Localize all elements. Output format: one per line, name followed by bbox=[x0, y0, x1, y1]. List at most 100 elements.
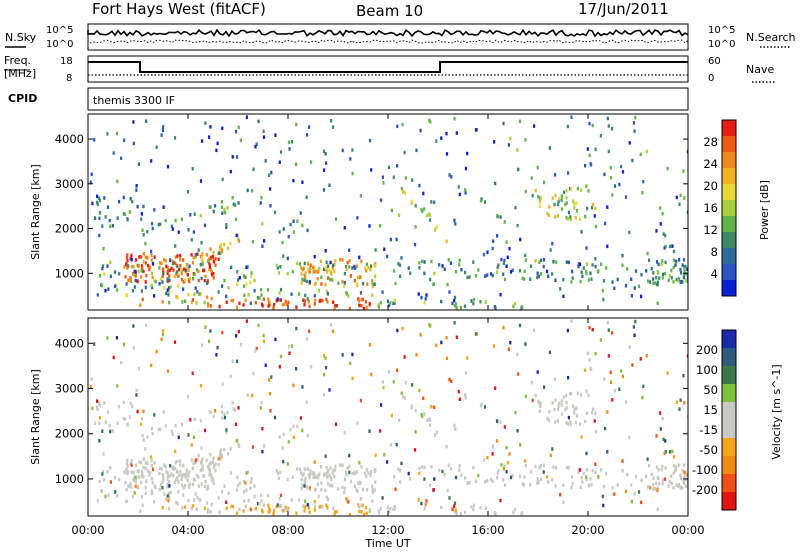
velocity-cell bbox=[334, 510, 337, 514]
velocity-cell bbox=[214, 462, 217, 466]
power-cell bbox=[364, 266, 367, 270]
velocity-cell bbox=[445, 356, 449, 361]
power-cell bbox=[556, 202, 560, 207]
velocity-cell bbox=[197, 475, 200, 479]
velocity-cell bbox=[144, 461, 147, 465]
velocity-cell bbox=[167, 498, 170, 503]
velocity-colorbar-tick-label: -15 bbox=[699, 423, 718, 437]
velocity-cell bbox=[125, 468, 128, 472]
power-cell bbox=[246, 265, 249, 269]
time-tick-label: 00:00 bbox=[671, 523, 704, 537]
power-cell bbox=[140, 264, 144, 268]
velocity-cell bbox=[546, 475, 549, 479]
velocity-cell bbox=[404, 381, 407, 385]
power-cell bbox=[203, 278, 206, 283]
power-cell bbox=[125, 293, 128, 298]
power-cell bbox=[308, 270, 311, 274]
velocity-cell bbox=[533, 328, 536, 332]
power-cell bbox=[209, 125, 212, 129]
velocity-cell bbox=[496, 476, 499, 480]
velocity-cell bbox=[175, 500, 178, 505]
power-cell bbox=[238, 301, 241, 305]
power-cell bbox=[400, 256, 403, 260]
velocity-cell bbox=[168, 506, 171, 511]
power-cell bbox=[542, 264, 545, 269]
power-cell bbox=[254, 300, 257, 305]
power-cell bbox=[508, 246, 511, 251]
velocity-cell bbox=[582, 471, 585, 476]
velocity-cell bbox=[554, 484, 557, 488]
power-cell bbox=[578, 217, 582, 221]
velocity-cell bbox=[94, 421, 97, 425]
velocity-cell bbox=[254, 506, 257, 511]
velocity-cell bbox=[225, 500, 228, 504]
velocity-cell bbox=[225, 506, 228, 510]
power-colorbar-swatch bbox=[722, 200, 736, 217]
power-cell bbox=[679, 267, 682, 272]
power-cell bbox=[531, 193, 534, 198]
velocity-cell bbox=[131, 494, 134, 499]
velocity-cell bbox=[199, 384, 203, 388]
power-cell bbox=[423, 300, 426, 305]
velocity-cell bbox=[199, 468, 202, 472]
power-cell bbox=[221, 284, 224, 288]
velocity-cell bbox=[286, 477, 289, 481]
power-colorbar-swatch bbox=[722, 120, 736, 137]
power-cell bbox=[374, 274, 377, 279]
power-cell bbox=[214, 204, 217, 208]
power-colorbar-tick-label: 12 bbox=[703, 223, 718, 237]
velocity-cell bbox=[288, 351, 291, 355]
velocity-cell bbox=[662, 437, 665, 441]
power-cell bbox=[656, 301, 659, 306]
power-cell bbox=[136, 279, 139, 283]
velocity-cell bbox=[548, 350, 551, 355]
velocity-cell bbox=[212, 481, 215, 486]
power-cell bbox=[150, 249, 153, 254]
velocity-cell bbox=[341, 463, 344, 468]
power-cell bbox=[672, 249, 676, 254]
velocity-cell bbox=[234, 408, 237, 412]
velocity-cell bbox=[343, 477, 346, 482]
power-cell bbox=[316, 277, 319, 281]
velocity-cell bbox=[606, 410, 609, 414]
power-cell bbox=[351, 266, 354, 270]
power-cell bbox=[374, 248, 377, 252]
velocity-cell bbox=[279, 470, 282, 475]
power-colorbar-swatch bbox=[722, 168, 736, 185]
power-cell bbox=[111, 224, 114, 228]
power-cell bbox=[144, 241, 147, 246]
power-cell bbox=[599, 134, 602, 138]
velocity-cell bbox=[151, 481, 154, 485]
power-cell bbox=[454, 270, 458, 274]
velocity-cell bbox=[684, 477, 687, 482]
velocity-cell bbox=[181, 483, 184, 488]
power-cell bbox=[302, 298, 305, 302]
power-cell bbox=[590, 163, 593, 167]
velocity-cell bbox=[609, 370, 612, 375]
power-cell bbox=[516, 148, 519, 152]
power-cell bbox=[479, 199, 482, 203]
velocity-panel-frame bbox=[87, 317, 689, 517]
velocity-cell bbox=[282, 432, 285, 436]
power-cell bbox=[470, 299, 473, 303]
velocity-cell bbox=[367, 471, 370, 475]
power-cell bbox=[204, 121, 207, 125]
velocity-cell bbox=[302, 504, 305, 508]
velocity-cell bbox=[159, 466, 162, 471]
velocity-cell bbox=[183, 473, 186, 477]
velocity-cell bbox=[379, 429, 382, 433]
velocity-ylabel: Slant Range [km] bbox=[29, 369, 42, 465]
velocity-cell bbox=[681, 469, 684, 473]
power-colorbar-swatch bbox=[722, 136, 736, 153]
velocity-colorbar-swatch bbox=[722, 438, 736, 457]
velocity-cell bbox=[542, 463, 546, 467]
power-cell bbox=[590, 277, 593, 281]
power-cell bbox=[249, 301, 252, 306]
velocity-cell bbox=[122, 400, 125, 404]
power-cell bbox=[274, 133, 277, 137]
velocity-cell bbox=[491, 479, 494, 483]
velocity-cell bbox=[158, 471, 161, 476]
velocity-cell bbox=[451, 507, 454, 512]
